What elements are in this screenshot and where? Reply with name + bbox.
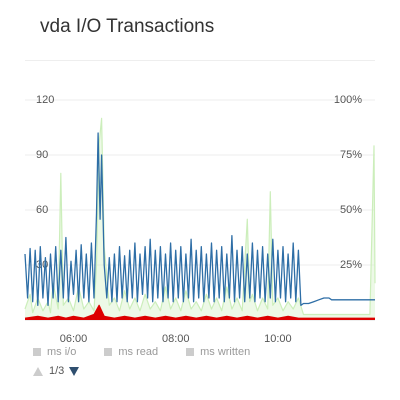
x-tick-label: 06:00 [60,333,88,345]
y-tick-label-right: 100% [334,94,362,106]
legend-item-ms-read[interactable]: ms read [104,346,158,358]
pager-label: 1/3 [49,365,65,377]
series-line [24,132,375,306]
legend-label: ms written [200,346,251,358]
y-tick-label-right: 50% [340,204,362,216]
legend-swatch [104,348,113,356]
x-tick-label: 08:00 [162,333,190,345]
x-axis-ticks: 06:00 08:00 10:00 [60,333,292,345]
legend: ms i/o ms read ms written [33,346,278,358]
series-line [24,117,376,316]
legend-item-ms-written[interactable]: ms written [186,346,250,358]
y-tick-label-right: 75% [340,149,362,161]
legend-label: ms read [118,346,159,358]
y-tick-label: 90 [36,149,48,161]
y-tick-label: 120 [36,94,54,106]
triangle-down-icon[interactable] [69,366,80,376]
legend-label: ms i/o [47,346,77,358]
legend-swatch [33,348,41,356]
y-tick-label: 60 [36,204,48,216]
legend-swatch [186,348,195,356]
series-line [24,304,375,319]
y-axis-right-ticks: 100% 75% 50% 25% [334,94,362,271]
series-area [25,118,375,320]
legend-item-ms-io[interactable]: ms i/o [33,346,76,358]
title-divider [25,60,375,61]
chart-title: vda I/O Transactions [40,16,215,37]
y-tick-label-right: 25% [340,259,362,271]
series-layer [24,117,376,320]
triangle-up-icon[interactable] [33,366,43,376]
legend-pager: 1/3 [33,365,80,377]
x-tick-label: 10:00 [264,333,292,345]
